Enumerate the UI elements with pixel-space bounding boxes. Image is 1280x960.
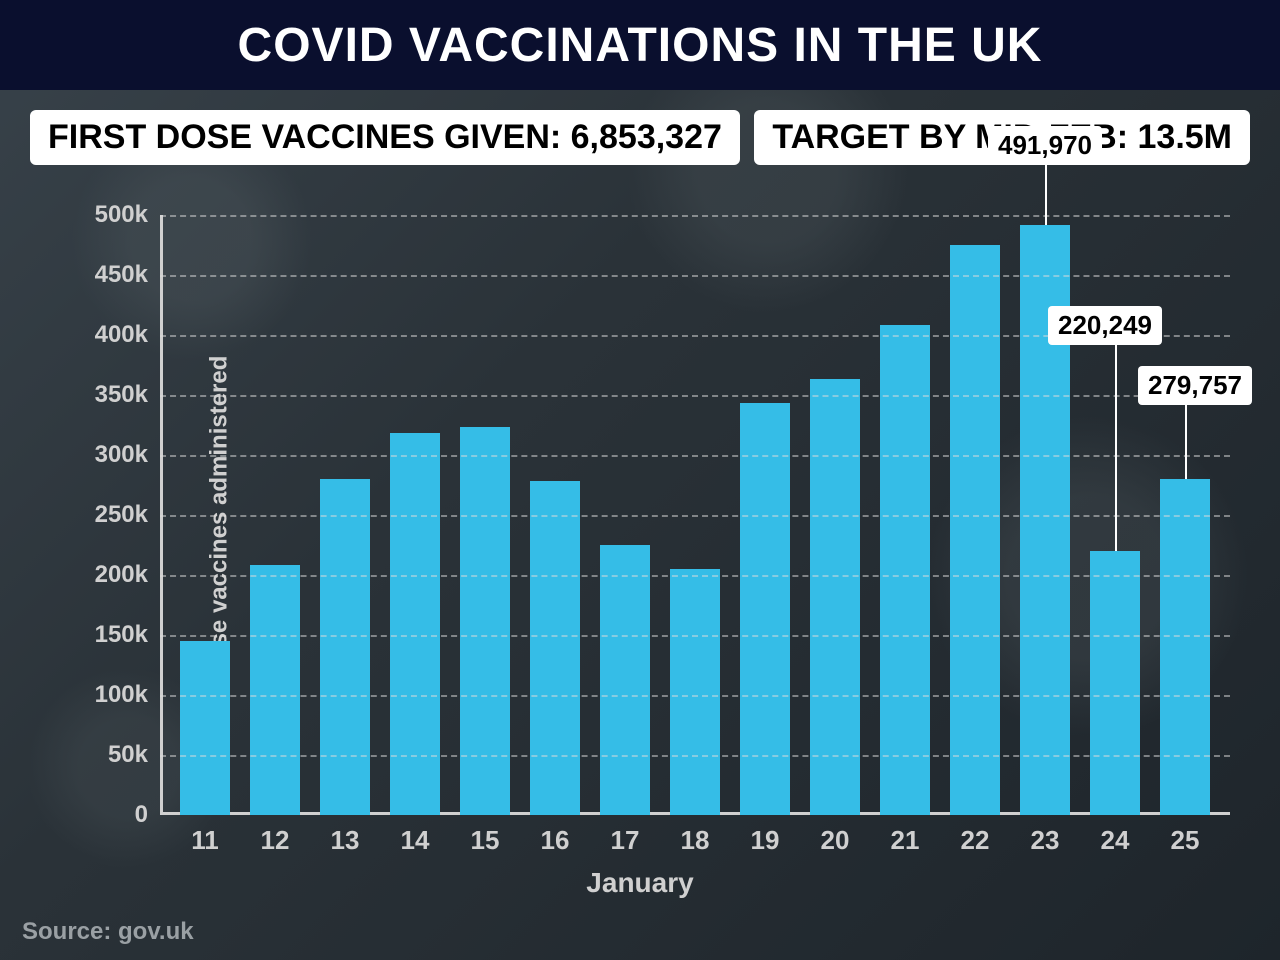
bar	[250, 565, 300, 815]
x-tick-label: 13	[331, 815, 360, 856]
bar	[320, 479, 370, 815]
bar	[390, 433, 440, 815]
y-tick-label: 150k	[95, 621, 160, 649]
x-tick-label: 20	[821, 815, 850, 856]
bar	[180, 641, 230, 815]
chart-container: First dose vaccines administered 1112131…	[40, 185, 1240, 905]
bar	[530, 481, 580, 815]
callout-label: 279,757	[1138, 366, 1252, 405]
y-tick-label: 250k	[95, 501, 160, 529]
x-tick-label: 24	[1101, 815, 1130, 856]
y-tick-label: 450k	[95, 261, 160, 289]
y-tick-label: 200k	[95, 561, 160, 589]
x-tick-label: 16	[541, 815, 570, 856]
y-tick-label: 500k	[95, 201, 160, 229]
stat-first-dose: FIRST DOSE VACCINES GIVEN: 6,853,327	[30, 110, 740, 165]
bar	[1160, 479, 1210, 815]
y-tick-label: 0	[135, 801, 160, 829]
callout-label: 220,249	[1048, 306, 1162, 345]
bar	[950, 245, 1000, 815]
callout-label: 491,970	[988, 126, 1102, 165]
gridline	[160, 275, 1230, 277]
x-tick-label: 22	[961, 815, 990, 856]
gridline	[160, 455, 1230, 457]
x-tick-label: 15	[471, 815, 500, 856]
x-axis-label: January	[586, 867, 693, 899]
bar	[600, 545, 650, 815]
gridline	[160, 575, 1230, 577]
x-tick-label: 21	[891, 815, 920, 856]
gridline	[160, 515, 1230, 517]
bar	[1090, 551, 1140, 815]
callout-line	[1045, 165, 1047, 225]
plot-area: 111213141516171819202122232425491,970220…	[160, 215, 1230, 815]
gridline	[160, 395, 1230, 397]
gridline	[160, 695, 1230, 697]
x-tick-label: 11	[191, 815, 219, 856]
y-tick-label: 100k	[95, 681, 160, 709]
gridline	[160, 215, 1230, 217]
y-tick-label: 50k	[108, 741, 160, 769]
page-title: COVID VACCINATIONS IN THE UK	[238, 18, 1043, 73]
bar	[810, 379, 860, 815]
header-bar: COVID VACCINATIONS IN THE UK	[0, 0, 1280, 90]
y-tick-label: 300k	[95, 441, 160, 469]
bar	[670, 569, 720, 815]
y-tick-label: 400k	[95, 321, 160, 349]
bar	[740, 403, 790, 815]
x-tick-label: 23	[1031, 815, 1060, 856]
gridline	[160, 635, 1230, 637]
source-text: Source: gov.uk	[22, 918, 194, 946]
callout-line	[1115, 345, 1117, 551]
bar	[880, 325, 930, 815]
callout-line	[1185, 405, 1187, 479]
x-tick-label: 14	[401, 815, 430, 856]
x-tick-label: 17	[611, 815, 640, 856]
x-tick-label: 25	[1171, 815, 1200, 856]
x-tick-label: 12	[261, 815, 290, 856]
y-tick-label: 350k	[95, 381, 160, 409]
x-tick-label: 18	[681, 815, 710, 856]
gridline	[160, 755, 1230, 757]
x-tick-label: 19	[751, 815, 780, 856]
